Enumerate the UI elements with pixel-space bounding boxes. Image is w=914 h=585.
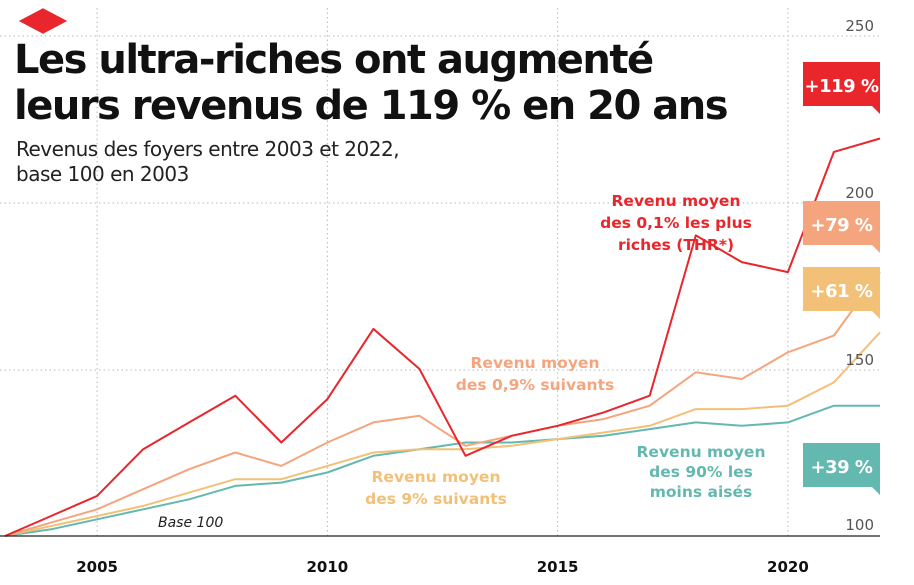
series-line-next9 bbox=[4, 331, 881, 537]
series-label-bottom90-line-3: moins aisés bbox=[650, 483, 753, 501]
end-badge-bottom90 bbox=[803, 443, 880, 495]
x-tick-label-2015: 2015 bbox=[537, 558, 579, 576]
x-tick-label-2010: 2010 bbox=[306, 558, 348, 576]
series-label-thr-line-2: des 0,1% les plus bbox=[600, 214, 752, 232]
baseline-label: Base 100 bbox=[158, 515, 223, 531]
series-line-thr bbox=[4, 137, 881, 537]
chart-subtitle-line-2: base 100 en 2003 bbox=[16, 162, 189, 186]
series-label-bottom90-line-2: des 90% les bbox=[649, 463, 753, 481]
end-badge-next9 bbox=[803, 267, 880, 319]
series-label-thr-line-1: Revenu moyen bbox=[612, 192, 741, 210]
series-line-next09 bbox=[4, 271, 881, 537]
end-badge-label-next09: +79 % bbox=[811, 215, 873, 236]
series-label-next09-line-2: des 0,9% suivants bbox=[456, 376, 614, 394]
series-label-next9-line-2: des 9% suivants bbox=[365, 490, 507, 508]
y-tick-label-200: 200 bbox=[845, 184, 874, 202]
end-badge-label-bottom90: +39 % bbox=[811, 457, 873, 478]
end-badge-label-next9: +61 % bbox=[811, 281, 873, 302]
chart-subtitle-line-1: Revenus des foyers entre 2003 et 2022, bbox=[16, 137, 400, 161]
end-badge-next09 bbox=[803, 201, 880, 253]
series-label-thr-line-3: riches (THR*) bbox=[618, 236, 734, 254]
y-tick-label-100: 100 bbox=[845, 516, 874, 534]
series-label-next9-line-1: Revenu moyen bbox=[372, 468, 501, 486]
chart-title-line-1: Les ultra-riches ont augmenté bbox=[14, 37, 654, 83]
end-badge-thr bbox=[803, 62, 880, 114]
chart-title-line-2: leurs revenus de 119 % en 20 ans bbox=[14, 83, 729, 129]
x-tick-label-2020: 2020 bbox=[767, 558, 809, 576]
series-label-bottom90-line-1: Revenu moyen bbox=[637, 443, 766, 461]
y-tick-label-250: 250 bbox=[845, 17, 874, 35]
series-label-next09-line-1: Revenu moyen bbox=[471, 354, 600, 372]
y-tick-label-150: 150 bbox=[845, 351, 874, 369]
series-line-bottom90 bbox=[4, 404, 880, 537]
x-tick-label-2005: 2005 bbox=[76, 558, 118, 576]
end-badge-label-thr: +119 % bbox=[805, 76, 879, 97]
